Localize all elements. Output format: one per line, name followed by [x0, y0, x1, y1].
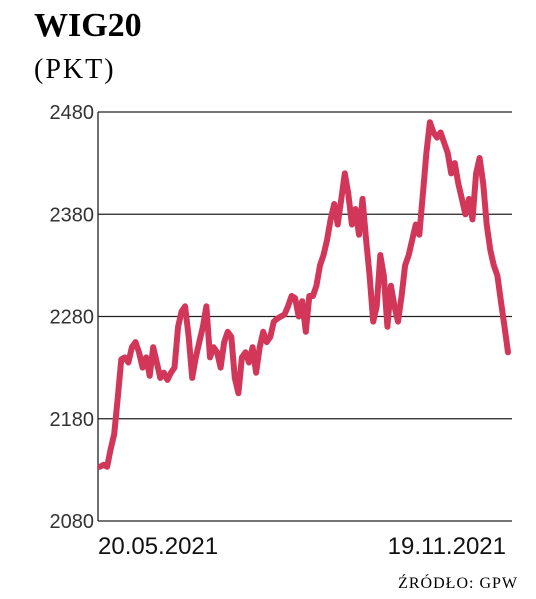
- line: [97, 119, 511, 470]
- x-tick-label: 20.05.2021: [98, 533, 218, 560]
- chart-title: WIG20: [34, 7, 142, 44]
- y-tick-label: 2380: [50, 204, 95, 226]
- x-tick-label: 19.11.2021: [388, 533, 506, 560]
- source: ŹRÓDŁO: GPW: [398, 573, 518, 592]
- y-tick-label: 2180: [50, 409, 95, 431]
- chart-subtitle: (PKT): [34, 54, 116, 85]
- y-tick-label: 2280: [50, 307, 95, 329]
- y-tick-label: 2480: [50, 102, 95, 124]
- y-tick-label: 2080: [50, 511, 95, 533]
